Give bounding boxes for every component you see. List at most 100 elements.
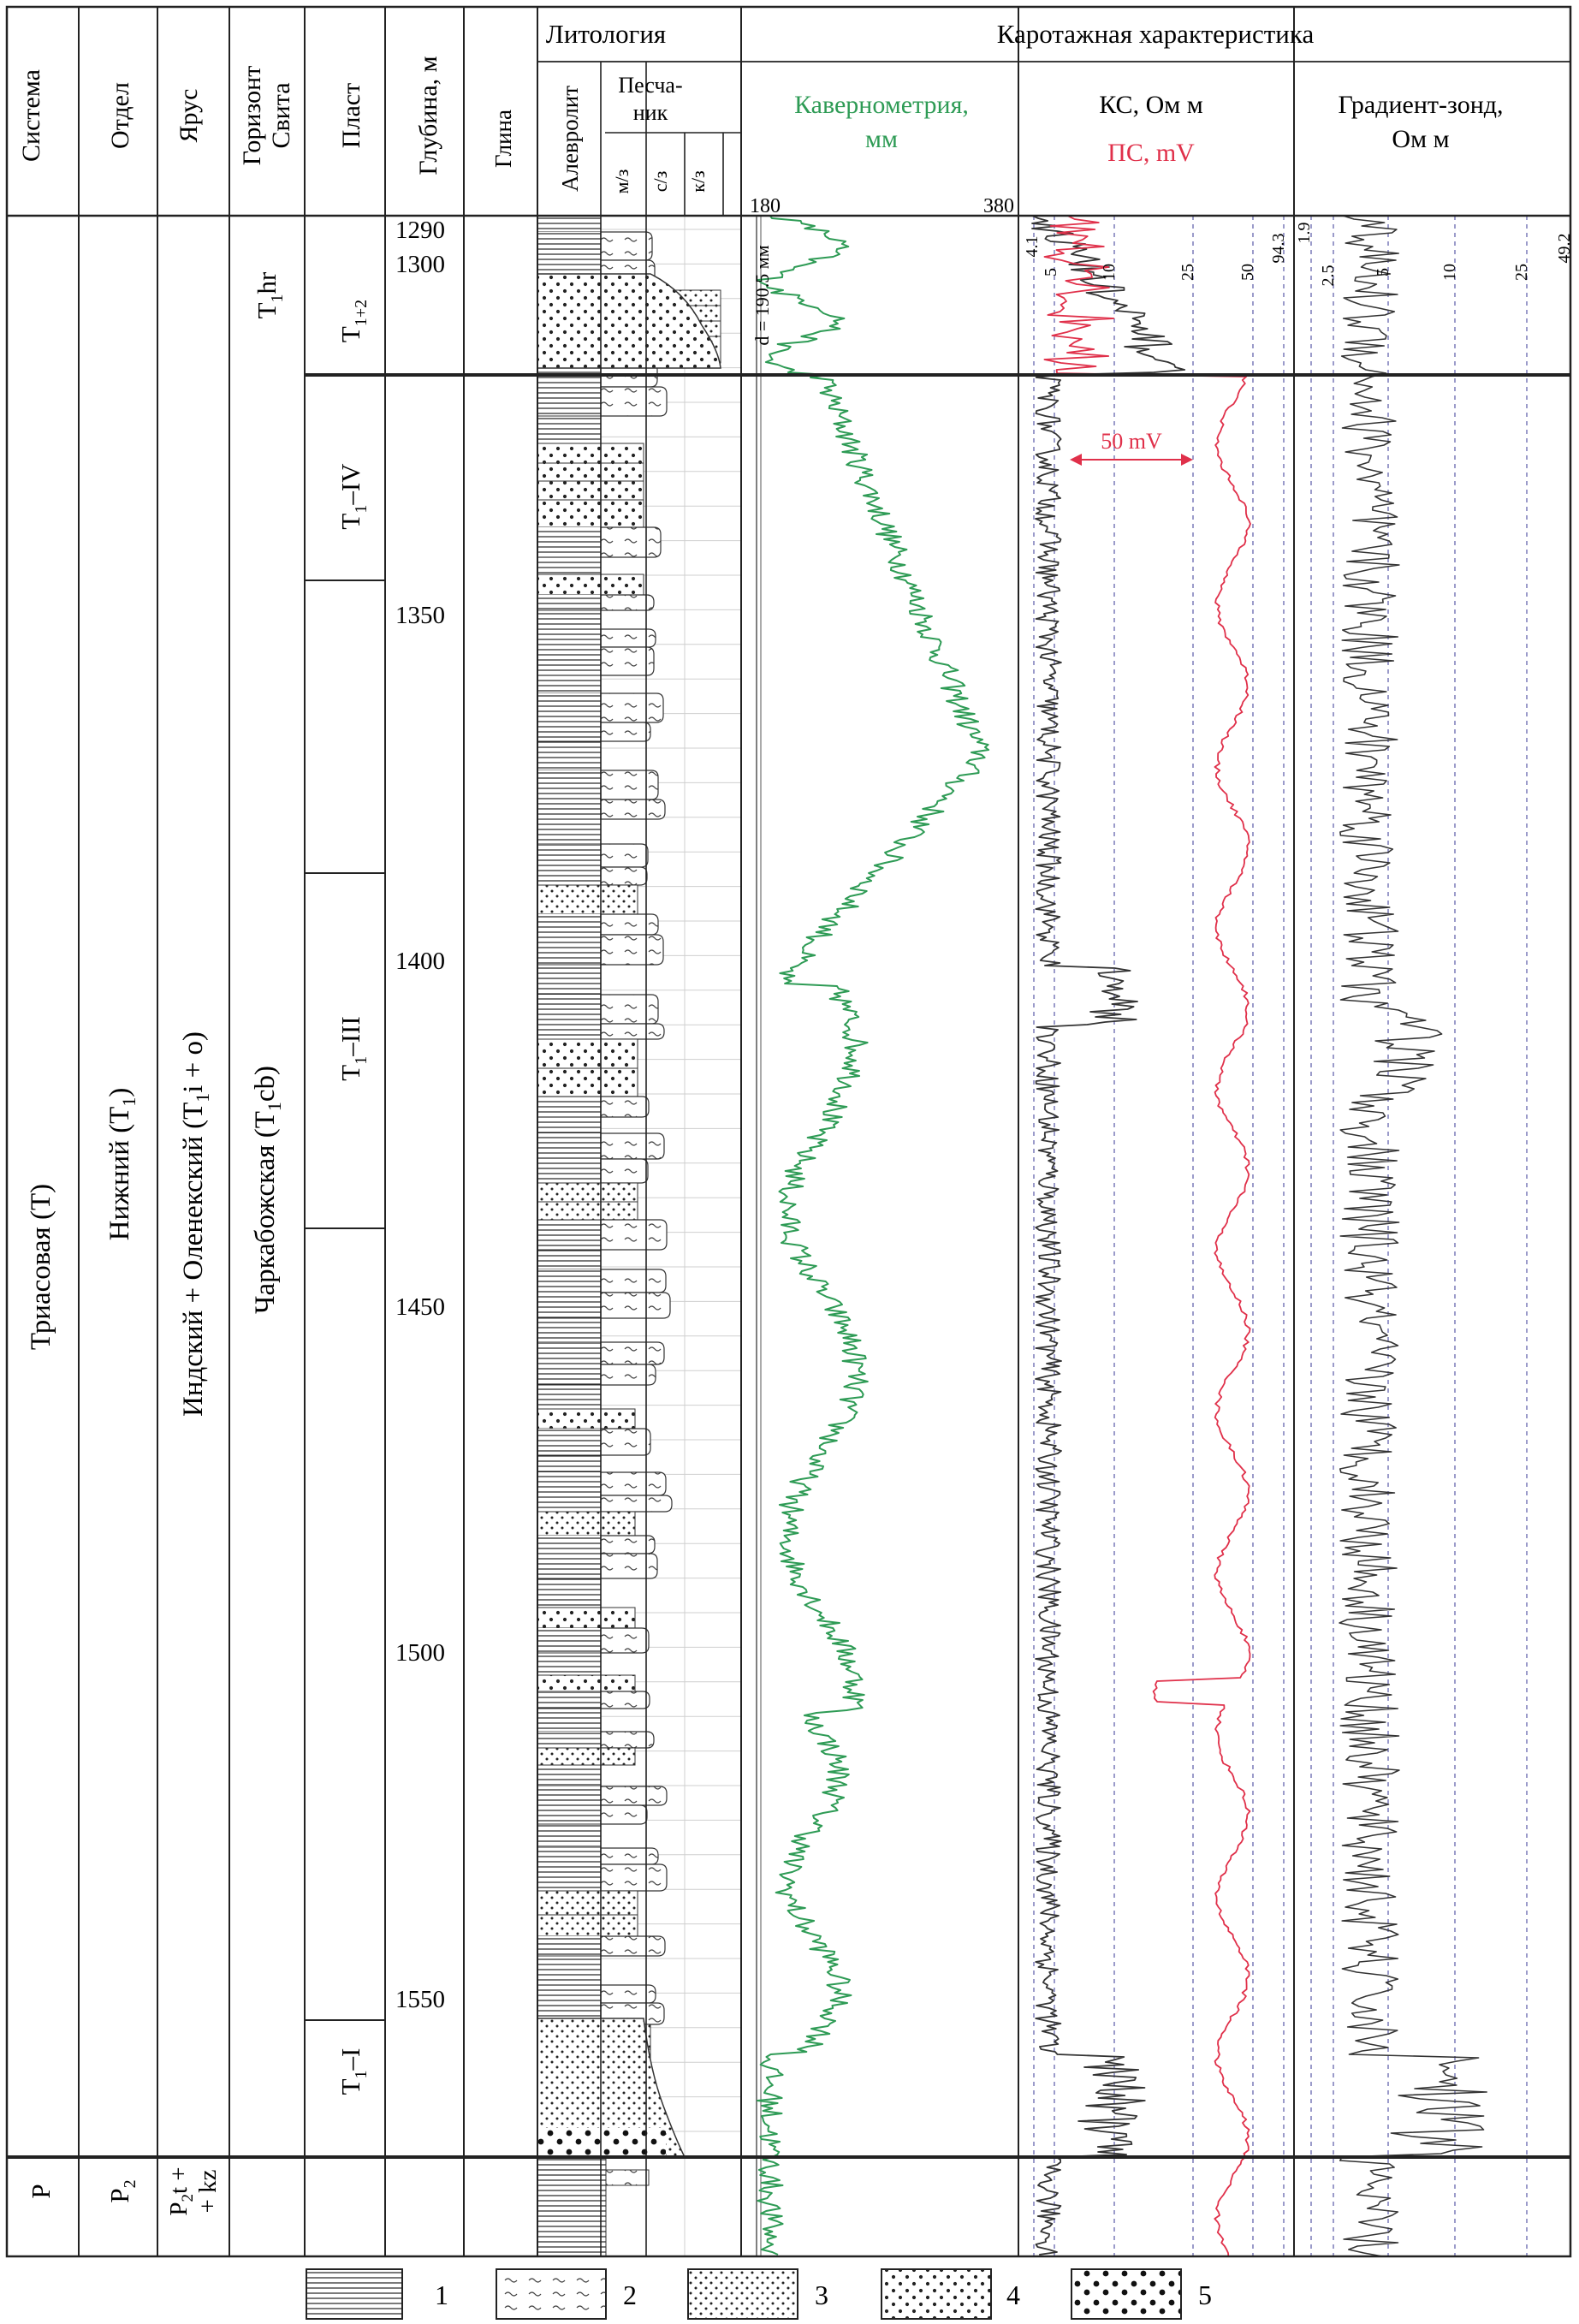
sandstone-bed [537,1511,636,1536]
clay-bed [537,995,601,1024]
legend-swatch-coarse-sand [1071,2268,1182,2320]
division-lower: Нижний (Т1) [104,1088,139,1241]
resistivity-curve [1031,215,1186,2256]
siltstone-bed [600,1691,650,1709]
legend-swatch-medium-sand [881,2268,992,2320]
siltstone-bed [600,1364,656,1386]
header-system: Система [17,69,45,162]
depth-label: 1550 [395,1986,445,2013]
siltstone-bed [600,386,668,417]
depth-label: 1500 [395,1639,445,1667]
sandstone-bed [537,1890,638,1916]
header-suite: Свита [267,82,295,148]
siltstone-bed [600,1096,650,1118]
siltstone-bed [600,1984,656,2004]
siltstone-bed [600,1847,659,1865]
caliper-scale-min: 180 [750,195,781,217]
sp-arrowhead-left [1070,454,1082,466]
siltstone-bed [600,843,649,868]
siltstone-bed [600,1341,665,1365]
sandstone-bed [537,1201,638,1221]
gradient-curve [1339,215,1487,2257]
siltstone-bed [600,722,651,742]
header-caliper: Кавернометрия, [794,91,969,119]
clay-bed [537,964,602,996]
sandstone-bed [537,499,644,528]
clay-bed [537,1628,601,1653]
table-frame [5,5,1572,2258]
body-grid [537,216,1528,2256]
sp-curve [1043,215,1251,2257]
sandstone-bed [537,1038,638,1069]
clay-bed [537,1864,601,1891]
stage-p2-line2: + kz [194,2169,222,2213]
siltstone-bed [600,1023,665,1040]
header-sandstone-line1: Песча- [618,73,682,98]
clay-bed [537,1097,601,1117]
header-grain-coarse: к/з [687,170,709,193]
legend-label: 3 [815,2279,828,2310]
sandstone-bed [537,1182,638,1203]
sandstone-bed [537,443,644,464]
legend-label: 5 [1198,2279,1212,2310]
depth-label: 1400 [395,948,445,975]
sandstone-bed [537,1408,636,1429]
siltstone-bed [600,1627,650,1654]
layer-t1-iv: T1–IV [335,463,371,530]
caliper-curve [757,215,990,2256]
outer-border [5,5,1572,2258]
clay-bed [537,935,601,965]
header-sandstone-line2: ник [633,100,668,125]
division-p2: P2 [104,2179,139,2202]
gz-tick: 25 [1512,264,1531,281]
sp-arrowhead-right [1181,454,1193,466]
clay-bed [537,1764,602,1787]
header-grain-medium: с/з [650,171,671,193]
header-gradient-line1: Градиент-зонд, [1338,91,1503,119]
sandstone-wedge [537,2018,686,2158]
clay-bed [537,1384,602,1410]
clay-bed [537,595,601,610]
header-horizon: Горизонт [238,66,266,166]
clay-bed [537,1691,601,1709]
ks-tick: 25 [1178,264,1197,281]
header-grain-fine: м/з [611,169,632,194]
scale-labels: d = 190.5 мм 4.1 5 10 25 50 94.3 1.9 2.5… [751,223,1574,466]
clay-bed [537,1786,601,1805]
suite-charkabozh: Чаркабожская (Т1cb) [250,1066,285,1314]
clay-bed [537,770,601,799]
gz-tick: 2.5 [1319,265,1338,287]
ks-tick: 4.1 [1023,236,1042,258]
clay-bed [537,1536,601,1554]
gz-tick: 49.2 [1555,234,1574,264]
clay-bed [537,1024,601,1039]
clay-bed [537,1495,601,1512]
siltstone-bed [600,770,659,800]
clay-bed [537,1708,602,1733]
siltstone-bed [600,1269,667,1293]
siltstone-bed [600,1495,673,1513]
clay-bed [537,1364,601,1385]
siltstone-bed [600,1804,648,1825]
clay-bed [537,647,601,675]
depth-label: 1290 [395,217,445,244]
header: Система Отдел Ярус Горизонт Свита Пласт … [17,19,1504,217]
sandstone-bed [537,1607,636,1629]
siltstone-bed [600,646,655,676]
header-layer: Пласт [337,83,365,148]
siltstone-bed [600,1553,658,1579]
siltstone-bed [600,231,653,261]
siltstone-bed [600,628,656,648]
clay-bed [537,527,601,557]
sp-scale-label: 50 mV [1101,429,1162,454]
caliper-scale-max: 380 [983,195,1014,217]
clay-bed [537,556,602,575]
clay-bed [537,1955,602,1986]
header-stage: Ярус [175,89,203,143]
clay-bed [537,1805,601,1824]
sandstone-bed [537,884,638,915]
permian-silt [605,2169,650,2186]
siltstone-bed [600,1292,671,1319]
clay-bed [537,1472,601,1495]
gz-tick: 5 [1374,268,1392,276]
